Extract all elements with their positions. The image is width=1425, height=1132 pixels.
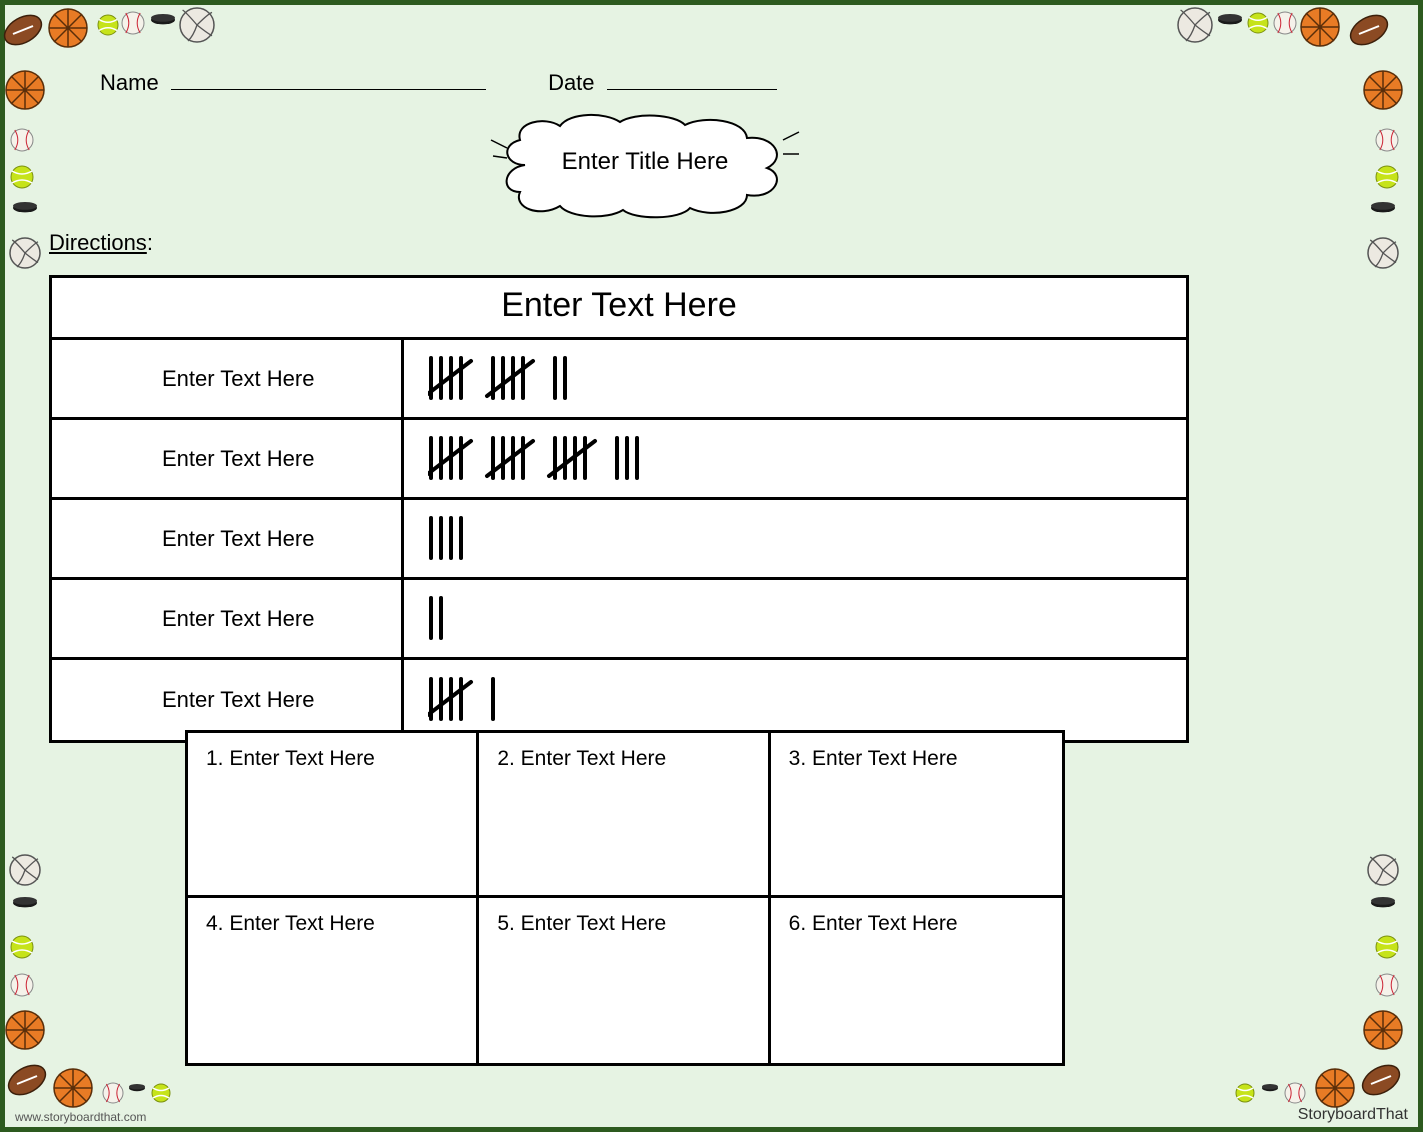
worksheet-page: Name Date Enter Title Here Directions: E… bbox=[0, 0, 1423, 1132]
volleyball-icon bbox=[1177, 7, 1213, 48]
football-icon bbox=[1349, 10, 1389, 55]
tally-row: Enter Text Here bbox=[52, 420, 1186, 500]
tennis-icon bbox=[1375, 165, 1399, 194]
tally-row-marks bbox=[404, 420, 1186, 497]
tally-row-label[interactable]: Enter Text Here bbox=[52, 580, 404, 657]
question-cell[interactable]: 3. Enter Text Here bbox=[771, 733, 1062, 898]
tennis-icon bbox=[151, 1083, 171, 1108]
basketball-icon bbox=[53, 1068, 93, 1113]
puck-icon bbox=[1217, 14, 1243, 37]
directions-label: Directions: bbox=[49, 230, 153, 256]
tally-row: Enter Text Here bbox=[52, 660, 1186, 740]
date-label: Date bbox=[548, 70, 594, 95]
tally-row: Enter Text Here bbox=[52, 500, 1186, 580]
tally-row-label[interactable]: Enter Text Here bbox=[52, 420, 404, 497]
basketball-icon bbox=[5, 70, 45, 115]
baseball-icon bbox=[1273, 11, 1297, 40]
tally-table-header[interactable]: Enter Text Here bbox=[52, 278, 1186, 340]
title-cloud[interactable]: Enter Title Here bbox=[485, 110, 805, 220]
tennis-icon bbox=[10, 165, 34, 194]
question-cell[interactable]: 4. Enter Text Here bbox=[188, 898, 479, 1063]
tally-row: Enter Text Here bbox=[52, 580, 1186, 660]
football-icon bbox=[3, 10, 43, 55]
basketball-icon bbox=[48, 8, 88, 53]
tally-row-marks bbox=[404, 580, 1186, 657]
baseball-icon bbox=[10, 128, 34, 157]
basketball-icon bbox=[1300, 7, 1340, 52]
volleyball-icon bbox=[9, 854, 41, 891]
tally-row: Enter Text Here bbox=[52, 340, 1186, 420]
tally-row-label[interactable]: Enter Text Here bbox=[52, 340, 404, 417]
tennis-icon bbox=[10, 935, 34, 964]
basketball-icon bbox=[1363, 70, 1403, 115]
puck-icon bbox=[1261, 1084, 1279, 1102]
volleyball-icon bbox=[179, 7, 215, 48]
puck-icon bbox=[12, 897, 38, 920]
volleyball-icon bbox=[1367, 237, 1399, 274]
question-cell[interactable]: 1. Enter Text Here bbox=[188, 733, 479, 898]
puck-icon bbox=[128, 1084, 146, 1102]
name-date-row: Name Date bbox=[100, 70, 777, 96]
tally-row-marks bbox=[404, 340, 1186, 417]
footer-url: www.storyboardthat.com bbox=[15, 1110, 146, 1124]
question-grid: 1. Enter Text Here2. Enter Text Here3. E… bbox=[185, 730, 1065, 1066]
basketball-icon bbox=[5, 1010, 45, 1055]
football-icon bbox=[1361, 1060, 1401, 1105]
baseball-icon bbox=[1375, 973, 1399, 1002]
baseball-icon bbox=[121, 11, 145, 40]
directions-colon: : bbox=[147, 230, 153, 255]
baseball-icon bbox=[1284, 1082, 1306, 1109]
tally-table: Enter Text Here Enter Text Here Enter Te… bbox=[49, 275, 1189, 743]
basketball-icon bbox=[1363, 1010, 1403, 1055]
baseball-icon bbox=[10, 973, 34, 1002]
baseball-icon bbox=[1375, 128, 1399, 157]
question-cell[interactable]: 6. Enter Text Here bbox=[771, 898, 1062, 1063]
puck-icon bbox=[150, 14, 176, 37]
tennis-icon bbox=[1375, 935, 1399, 964]
question-cell[interactable]: 2. Enter Text Here bbox=[479, 733, 770, 898]
football-icon bbox=[7, 1060, 47, 1105]
name-label: Name bbox=[100, 70, 159, 95]
volleyball-icon bbox=[9, 237, 41, 274]
title-text[interactable]: Enter Title Here bbox=[485, 148, 805, 176]
puck-icon bbox=[12, 202, 38, 225]
puck-icon bbox=[1370, 897, 1396, 920]
tennis-icon bbox=[1235, 1083, 1255, 1108]
directions-word: Directions bbox=[49, 230, 147, 255]
date-blank-line[interactable] bbox=[607, 70, 777, 90]
tally-row-marks bbox=[404, 500, 1186, 577]
name-blank-line[interactable] bbox=[171, 70, 486, 90]
volleyball-icon bbox=[1367, 854, 1399, 891]
tally-row-label[interactable]: Enter Text Here bbox=[52, 500, 404, 577]
baseball-icon bbox=[102, 1082, 124, 1109]
puck-icon bbox=[1370, 202, 1396, 225]
tennis-icon bbox=[97, 14, 119, 41]
tally-row-marks bbox=[404, 660, 1186, 740]
tally-row-label[interactable]: Enter Text Here bbox=[52, 660, 404, 740]
question-cell[interactable]: 5. Enter Text Here bbox=[479, 898, 770, 1063]
footer-brand: StoryboardThat bbox=[1298, 1106, 1408, 1124]
tennis-icon bbox=[1247, 12, 1269, 39]
